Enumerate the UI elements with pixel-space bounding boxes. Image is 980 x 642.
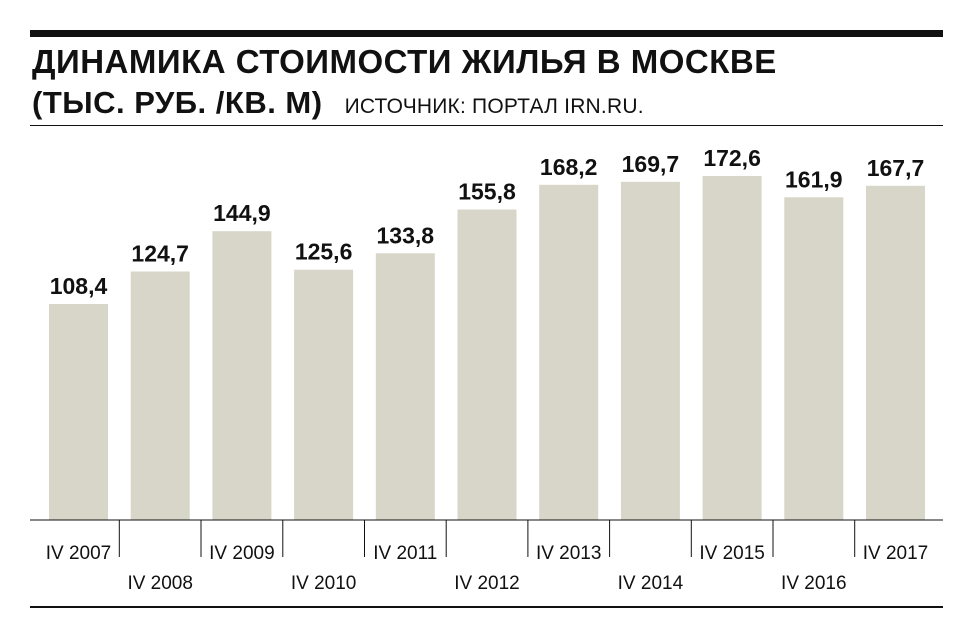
x-tick-label-3: IV 2010 <box>291 573 357 594</box>
top-rule <box>30 30 943 37</box>
value-label-0: 108,4 <box>50 273 108 299</box>
value-label-9: 161,9 <box>785 166 843 192</box>
x-tick-label-0: IV 2007 <box>46 543 112 564</box>
x-tick-label-9: IV 2016 <box>781 573 847 594</box>
value-label-10: 167,7 <box>867 155 925 181</box>
x-tick-label-10: IV 2017 <box>863 543 929 564</box>
bar-10 <box>866 185 925 521</box>
value-label-5: 155,8 <box>458 179 516 205</box>
value-label-6: 168,2 <box>540 154 598 180</box>
value-label-1: 124,7 <box>131 241 189 267</box>
x-tick-label-2: IV 2009 <box>209 543 275 564</box>
value-label-2: 144,9 <box>213 200 271 226</box>
bar-7 <box>620 181 680 521</box>
subtitle-row: (ТЫС. РУБ. /КВ. М) ИСТОЧНИК: ПОРТАЛ IRN.R… <box>32 86 644 126</box>
value-label-3: 125,6 <box>295 239 353 265</box>
bar-6 <box>539 184 599 521</box>
bar-4 <box>375 253 435 521</box>
value-label-7: 169,7 <box>622 151 680 177</box>
x-ticks-group <box>118 520 856 557</box>
chart-subtitle: (ТЫС. РУБ. /КВ. М) <box>32 85 323 120</box>
bar-2 <box>212 231 272 520</box>
header-divider <box>30 125 943 126</box>
bar-8 <box>702 176 762 520</box>
bar-9 <box>784 197 844 521</box>
x-tick-label-8: IV 2015 <box>699 543 765 564</box>
bar-5 <box>457 209 517 520</box>
bar-0 <box>49 304 108 520</box>
x-tick-label-5: IV 2012 <box>454 573 520 594</box>
x-tick-label-7: IV 2014 <box>618 573 684 594</box>
x-tick-label-1: IV 2008 <box>127 573 193 594</box>
x-tick-label-6: IV 2013 <box>536 543 602 564</box>
x-tick-label-4: IV 2011 <box>373 543 437 564</box>
chart-title: ДИНАМИКА СТОИМОСТИ ЖИЛЬЯ В МОСКВЕ <box>32 43 777 80</box>
value-label-4: 133,8 <box>377 222 435 248</box>
value-label-8: 172,6 <box>703 145 761 171</box>
bar-3 <box>294 269 354 520</box>
bar-1 <box>130 271 190 520</box>
bars-group <box>49 176 925 521</box>
chart-source: ИСТОЧНИК: ПОРТАЛ IRN.RU. <box>344 95 644 118</box>
value-labels-group: 108,4 124,7 144,9 125,6 133,8 155,8 168,2 169,7… <box>50 145 925 299</box>
x-labels-group: IV 2007 IV 2008 IV 2009 IV 2010 IV 2011 IV 20… <box>46 543 929 594</box>
bottom-rule <box>30 606 943 608</box>
